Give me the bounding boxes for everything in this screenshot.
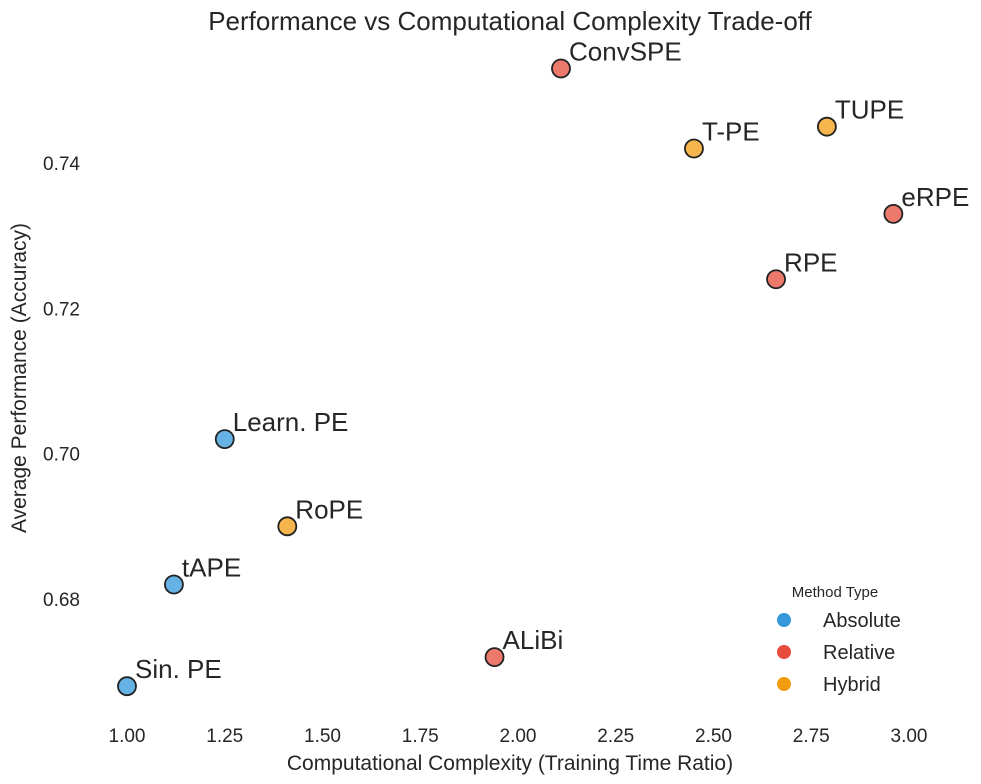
point-label-alibi: ALiBi [503, 625, 564, 655]
point-erpe [883, 203, 904, 224]
legend-title: Method Type [792, 584, 878, 601]
point-labels-layer: Sin. PE tAPE Learn. PE RoPE ALiBi ConvSPE T-PE… [135, 37, 969, 685]
x-axis-label: Computational Complexity (Training Time … [287, 752, 733, 775]
legend-marker-hybrid [777, 677, 791, 691]
legend: Method Type Absolute Relative Hybrid [777, 584, 901, 696]
legend-marker-absolute [777, 613, 791, 627]
point-tape [164, 574, 184, 595]
point-label-erpe: eRPE [901, 182, 969, 212]
point-label-rope: RoPE [295, 494, 363, 524]
points-layer [117, 58, 904, 697]
x-tick-label: 2.75 [793, 726, 830, 747]
chart-title: Performance vs Computational Complexity … [208, 6, 812, 36]
point-sin-pe [117, 676, 137, 697]
legend-marker-relative [777, 645, 791, 659]
x-tick-label: 1.00 [109, 726, 146, 747]
x-tick-label: 1.75 [402, 726, 439, 747]
y-ticks: 0.68 0.70 0.72 0.74 [43, 154, 80, 611]
point-rpe [766, 269, 786, 290]
legend-label-hybrid: Hybrid [823, 674, 881, 696]
point-tupe [816, 116, 837, 137]
x-tick-label: 1.25 [206, 726, 243, 747]
y-tick-label: 0.70 [43, 445, 80, 466]
x-ticks: 1.00 1.25 1.50 1.75 2.00 2.25 2.50 2.75 3.00 [109, 726, 928, 747]
point-alibi [484, 647, 505, 668]
x-tick-label: 2.25 [597, 726, 634, 747]
x-tick-label: 2.00 [500, 726, 537, 747]
x-tick-label: 2.50 [695, 726, 732, 747]
x-tick-label: 1.50 [304, 726, 341, 747]
y-tick-label: 0.68 [43, 590, 80, 611]
y-tick-label: 0.72 [43, 299, 80, 320]
point-label-t-pe: T-PE [702, 116, 760, 146]
point-rope [277, 516, 298, 537]
y-axis-label: Average Performance (Accuracy) [8, 223, 31, 533]
point-t-pe [684, 138, 704, 159]
point-label-tupe: TUPE [835, 95, 904, 125]
y-tick-label: 0.74 [43, 154, 80, 175]
legend-entries: Absolute Relative Hybrid [777, 610, 901, 696]
x-tick-label: 3.00 [891, 726, 928, 747]
legend-label-relative: Relative [823, 642, 895, 664]
point-label-tape: tAPE [182, 552, 241, 582]
point-label-learn-pe: Learn. PE [233, 407, 349, 437]
legend-label-absolute: Absolute [823, 610, 901, 632]
point-convspe [551, 58, 571, 79]
point-learn-pe [214, 429, 235, 450]
point-label-convspe: ConvSPE [569, 37, 682, 67]
point-label-sin-pe: Sin. PE [135, 654, 222, 684]
point-label-rpe: RPE [784, 247, 837, 277]
